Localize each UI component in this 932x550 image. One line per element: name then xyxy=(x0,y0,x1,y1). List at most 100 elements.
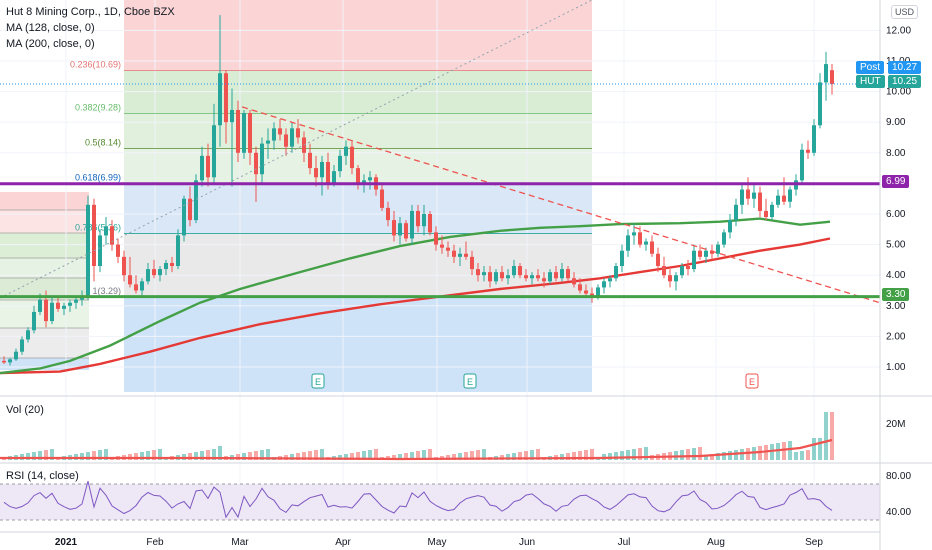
candle-body xyxy=(782,195,786,202)
candle-body xyxy=(278,128,282,135)
volume-bar xyxy=(212,449,216,460)
candles[interactable] xyxy=(2,15,834,366)
volume-bar xyxy=(584,450,588,460)
candle-body xyxy=(788,189,792,202)
volume-bar xyxy=(260,450,264,460)
volume-bar xyxy=(362,451,366,460)
volume-legend[interactable]: Vol (20) xyxy=(6,404,44,416)
candle-body xyxy=(632,232,636,236)
candle-body xyxy=(20,339,24,352)
symbol-title[interactable]: Hut 8 Mining Corp., 1D, Cboe BZX xyxy=(6,6,175,18)
ma128-legend[interactable]: MA (128, close, 0) xyxy=(6,22,95,34)
candle-body xyxy=(764,210,768,218)
candle-body xyxy=(590,293,594,297)
price-tick: 9.00 xyxy=(886,117,906,128)
volume-bar xyxy=(236,454,240,460)
candle-body xyxy=(158,269,162,276)
candle-body xyxy=(320,161,324,178)
candle-body xyxy=(512,266,516,276)
price-tick: 4.00 xyxy=(886,270,906,281)
volume-bar xyxy=(80,453,84,460)
candle-body xyxy=(434,232,438,245)
candle-body xyxy=(740,189,744,205)
earnings-label: E xyxy=(467,377,473,387)
volume-bar xyxy=(146,451,150,460)
price-tick: 6.00 xyxy=(886,209,906,220)
candle-body xyxy=(332,171,336,184)
volume-bar xyxy=(410,452,414,460)
candle-body xyxy=(170,262,174,267)
time-tick: Apr xyxy=(335,537,351,548)
candle-body xyxy=(44,299,48,322)
price-tick: 10.00 xyxy=(886,87,911,98)
volume-bar xyxy=(698,447,702,460)
volume-bar xyxy=(722,452,726,460)
fib-label: 0.236(10.69) xyxy=(70,59,121,69)
fib-zone-small xyxy=(0,328,89,358)
volume-bar xyxy=(470,451,474,460)
candle-body xyxy=(98,235,102,267)
volume-bar xyxy=(86,452,90,460)
candle-body xyxy=(728,220,732,233)
candle-body xyxy=(830,70,834,84)
volume-bar xyxy=(476,450,480,460)
candle-body xyxy=(662,266,666,276)
price-tick: 1.00 xyxy=(886,362,906,373)
candle-body xyxy=(422,214,426,227)
candle-body xyxy=(500,272,504,279)
volume-bar xyxy=(200,451,204,460)
candle-body xyxy=(710,250,714,254)
volume-bar xyxy=(368,450,372,460)
candle-body xyxy=(218,73,222,126)
green-level-badge: 3.30 xyxy=(882,288,910,301)
volume-bar xyxy=(134,453,138,460)
volume-bar xyxy=(206,450,210,460)
candle-body xyxy=(368,177,372,181)
candle-body xyxy=(734,204,738,221)
time-tick: Jul xyxy=(618,537,631,548)
candle-body xyxy=(308,152,312,169)
candle-body xyxy=(638,232,642,245)
volume-bar xyxy=(680,450,684,460)
rsi-pane xyxy=(0,480,880,521)
candle-body xyxy=(14,351,18,360)
fib-zone xyxy=(124,113,592,149)
volume-bar xyxy=(338,455,342,460)
candle-body xyxy=(644,241,648,245)
candle-body xyxy=(80,296,84,300)
volume-bar xyxy=(794,452,798,460)
candle-body xyxy=(746,189,750,199)
candle-body xyxy=(326,161,330,184)
fib-zone-small xyxy=(0,258,89,278)
volume-bar xyxy=(296,453,300,460)
volume-bar xyxy=(704,455,708,460)
candle-body xyxy=(392,220,396,236)
currency-label[interactable]: USD xyxy=(890,5,918,19)
volume-bar xyxy=(302,452,306,460)
fib-zone-small xyxy=(0,192,89,210)
volume-bar xyxy=(92,451,96,460)
candle-body xyxy=(680,266,684,276)
volume-bar xyxy=(644,447,648,460)
volume-bar xyxy=(290,454,294,460)
candle-body xyxy=(806,149,810,153)
volume-bar xyxy=(242,453,246,460)
volume-bar xyxy=(740,449,744,460)
volume-bar xyxy=(692,448,696,460)
volume-bar xyxy=(152,450,156,460)
rsi-legend[interactable]: RSI (14, close) xyxy=(6,470,79,482)
ma200-legend[interactable]: MA (200, close, 0) xyxy=(6,38,95,50)
candle-body xyxy=(182,198,186,236)
candle-body xyxy=(134,284,138,291)
candle-body xyxy=(602,281,606,288)
volume-bar xyxy=(770,444,774,460)
fib-label: 0.618(6.99) xyxy=(75,173,121,183)
candle-body xyxy=(626,235,630,251)
price-tick: 8.00 xyxy=(886,148,906,159)
candle-body xyxy=(440,244,444,248)
purple-level-badge: 6.99 xyxy=(882,175,910,188)
volume-bar xyxy=(416,451,420,460)
volume-bar xyxy=(566,453,570,460)
